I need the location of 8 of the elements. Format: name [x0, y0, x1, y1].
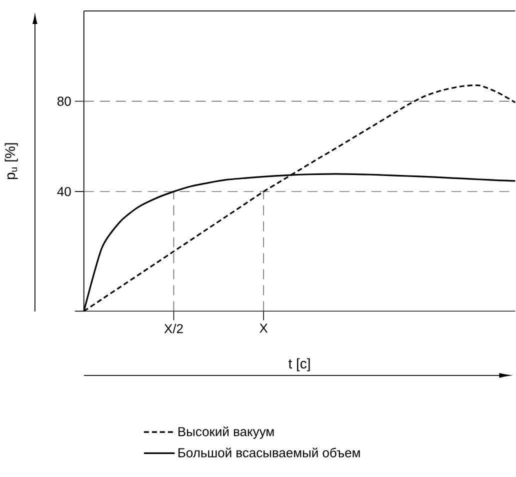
legend-label: Большой всасываемый объем: [178, 447, 360, 458]
x-tick-label: X/2: [164, 324, 183, 334]
y-tick-label: 40: [57, 186, 71, 196]
y-axis-title: p$_{u}$ [%]: [4, 143, 18, 179]
legend-label: Высокий вакуум: [178, 426, 274, 439]
x-axis-title: t [c]: [288, 358, 310, 372]
y-tick-label: 80: [57, 96, 71, 106]
x-tick-label: X: [260, 324, 268, 333]
